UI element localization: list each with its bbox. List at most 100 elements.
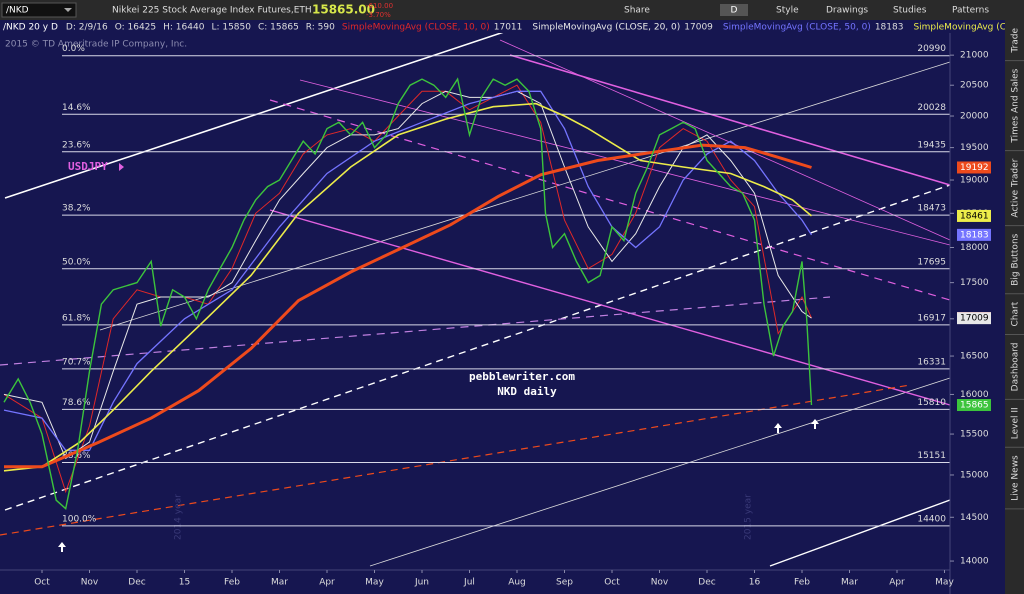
last-value-tag	[957, 399, 991, 412]
toolbar-button[interactable]: Drawings	[826, 6, 868, 16]
description: Nikkei 225 Stock Average Index Futures,E…	[112, 6, 312, 16]
info-text: L: 15850	[211, 23, 251, 33]
sidebar-tab[interactable]: Active Trader	[1011, 158, 1021, 217]
last-value-tag	[957, 161, 991, 174]
y-tick-label: 15000	[960, 470, 989, 480]
sidebar-tab[interactable]: Chart	[1011, 301, 1021, 326]
fib-value: 16331	[917, 357, 946, 367]
x-tick-label: May	[935, 578, 954, 588]
last-value-label: 19192	[960, 163, 989, 173]
x-tick-label: Oct	[34, 578, 50, 588]
last-value-label: 18461	[960, 211, 989, 221]
fib-value: 20028	[917, 103, 946, 113]
info-text: SimpleMovingAvg (CLOSE, 20, 0)	[532, 23, 680, 33]
fib-label: 61.8%	[62, 313, 91, 323]
fib-label: 0.0%	[62, 44, 85, 54]
x-tick-label: Sep	[556, 578, 573, 588]
toolbar-button[interactable]: Share	[624, 6, 650, 16]
x-tick-label: Dec	[128, 578, 145, 588]
y-tick-label: 15500	[960, 430, 989, 440]
x-tick-label: Jun	[414, 578, 429, 588]
period-box[interactable]	[720, 4, 748, 16]
sidebar-tab[interactable]: Times And Sales	[1011, 68, 1021, 143]
series-line	[3, 77, 813, 511]
y-tick-label: 16500	[960, 352, 989, 362]
x-tick-label: Jul	[463, 578, 475, 588]
x-tick-label: Dec	[698, 578, 715, 588]
x-tick-label: Aug	[508, 578, 526, 588]
y-tick-label: 16000	[960, 390, 989, 400]
fib-value: 14400	[917, 514, 946, 524]
x-tick-label: Mar	[841, 578, 858, 588]
plot: 0.0% 20990 14.6% 20028 23.6% 19435 38.2% 18473 5…	[3, 44, 950, 527]
sidebar-tab[interactable]: Dashboard	[1011, 342, 1021, 391]
info-bar	[0, 20, 1005, 33]
x-tick-label: 16	[749, 578, 761, 588]
info-text: 18183	[875, 23, 904, 33]
last-value-tag	[957, 312, 991, 325]
annotation-arrows	[58, 163, 819, 552]
last-value-label: 15865	[960, 401, 989, 411]
symbol[interactable]: /NKD	[6, 6, 29, 16]
y-tick-label: 19500	[960, 143, 989, 153]
info-text: SimpleMovingAvg (CLOSE, 100, 0)	[913, 23, 1024, 33]
fib-value: 20990	[917, 44, 946, 54]
x-tick-label: Apr	[889, 578, 905, 588]
info-text: D: 2/9/16	[66, 23, 108, 33]
annotation: USDJPY	[68, 160, 108, 173]
y-tick-label: 19000	[960, 176, 989, 186]
info-text: 17011	[494, 23, 523, 33]
fib-value: 15810	[917, 398, 946, 408]
last-value-label: 17009	[960, 314, 989, 324]
series-line	[3, 90, 812, 460]
x-tick-label: Nov	[81, 578, 99, 588]
info-text: SimpleMovingAvg (CLOSE, 50, 0)	[723, 23, 871, 33]
x-tick-label: Apr	[319, 578, 335, 588]
sidebar	[1005, 20, 1024, 594]
info-text: 17009	[684, 23, 713, 33]
year-watermark: 2014 year	[174, 494, 184, 540]
fib-label: 38.2%	[62, 204, 91, 214]
info-text: C: 15865	[258, 23, 299, 33]
last-value-tag	[957, 228, 991, 241]
fib-label: 23.6%	[62, 140, 91, 150]
x-tick-label: Oct	[604, 578, 620, 588]
toolbar-button[interactable]: D	[731, 6, 738, 16]
watermark: 2015 © TD Ameritrade IP Company, Inc.	[5, 40, 187, 50]
fib-label: 78.6%	[62, 398, 91, 408]
x-tick-label: Feb	[224, 578, 240, 588]
change-pct: -3.70%	[366, 11, 391, 19]
change: -610.00	[366, 2, 393, 10]
sidebar-tab[interactable]: Live News	[1011, 455, 1021, 501]
fib-value: 17695	[917, 257, 946, 267]
info-bar-content: /NKD 20 y D D: 2/9/16 O: 16425 H: 16440 L: 1…	[3, 23, 1024, 33]
last-price: 15865.00	[312, 3, 375, 17]
sidebar-tab[interactable]: Trade	[1011, 28, 1021, 54]
series-line	[3, 102, 813, 472]
x-tick-label: Mar	[271, 578, 288, 588]
fib-value: 18473	[917, 204, 946, 214]
fib-label: 14.6%	[62, 103, 91, 113]
fib-value: 16917	[917, 313, 946, 323]
toolbar-button[interactable]: Patterns	[952, 6, 989, 16]
info-text: H: 16440	[163, 23, 205, 33]
sidebar-tab[interactable]: Big Buttons	[1011, 233, 1021, 285]
toolbar-button[interactable]: Style	[776, 6, 799, 16]
year-watermark: 2015 year	[744, 494, 754, 540]
x-tick-label: Nov	[651, 578, 669, 588]
fib-value: 19435	[917, 140, 946, 150]
toolbar-button[interactable]: Studies	[893, 6, 927, 16]
x-tick-label: Feb	[794, 578, 810, 588]
series-line	[3, 84, 812, 494]
dropdown-icon[interactable]	[64, 8, 72, 12]
sidebar-tab[interactable]: Level II	[1011, 407, 1021, 439]
y-tick-label: 21000	[960, 51, 989, 61]
x-axis-background	[0, 570, 950, 594]
symbol-input[interactable]	[1, 2, 77, 18]
info-text: SimpleMovingAvg (CLOSE, 10, 0)	[342, 23, 490, 33]
info-text: R: 590	[306, 23, 335, 33]
y-tick-label: 20000	[960, 112, 989, 122]
fib-label: 70.7%	[62, 357, 91, 367]
annotation: pebblewriter.com	[469, 370, 575, 383]
